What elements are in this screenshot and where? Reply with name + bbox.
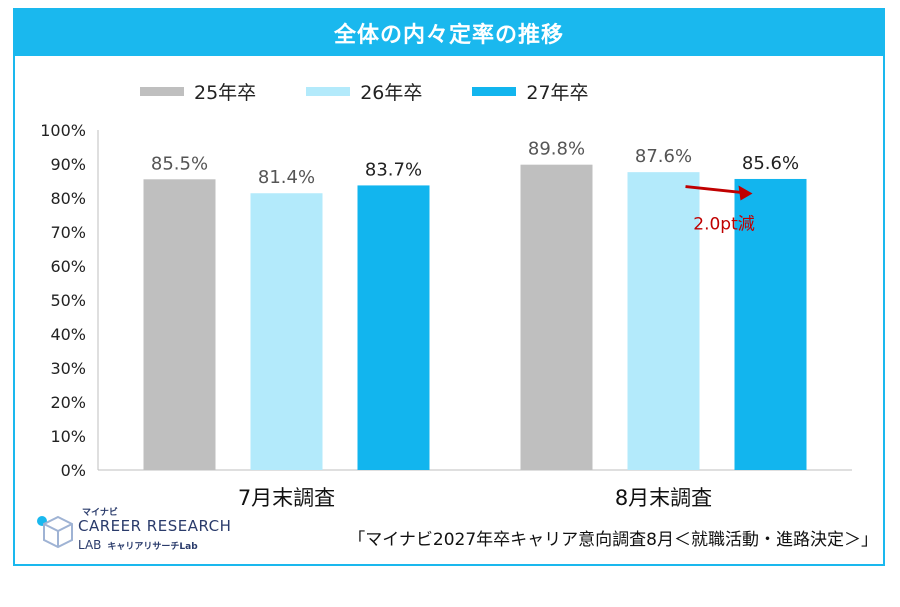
y-tick-label: 50% <box>50 291 86 310</box>
data-label: 89.8% <box>528 139 585 160</box>
y-tick-label: 100% <box>40 121 86 140</box>
y-tick-label: 70% <box>50 223 86 242</box>
bar <box>250 193 323 471</box>
data-label: 83.7% <box>365 159 422 180</box>
bar <box>357 185 430 471</box>
logo-sub-lab: LAB <box>78 538 102 552</box>
chart-title: 全体の内々定率の推移 <box>15 10 883 56</box>
decrease-arrow-head <box>738 185 753 201</box>
bar <box>143 179 216 471</box>
career-research-lab-logo: マイナビ CAREER RESEARCH LAB キャリアリサーチLab <box>36 505 236 555</box>
legend-swatch-27 <box>472 87 517 96</box>
data-label: 81.4% <box>258 167 315 188</box>
y-tick-label: 40% <box>50 325 86 344</box>
y-tick-label: 90% <box>50 155 86 174</box>
logo-main-text: CAREER RESEARCH <box>78 517 232 535</box>
y-tick-label: 60% <box>50 257 86 276</box>
x-tick-label: 7月末調査 <box>238 486 335 510</box>
data-label: 85.6% <box>742 153 799 174</box>
bar <box>520 164 593 470</box>
data-label: 87.6% <box>635 146 692 167</box>
legend-item-26: 26年卒 <box>306 78 422 105</box>
y-tick-label: 10% <box>50 427 86 446</box>
legend-label-26: 26年卒 <box>360 82 423 104</box>
legend-label-27: 27年卒 <box>526 82 589 104</box>
annotation-text: 2.0pt減 <box>693 215 755 235</box>
decrease-arrow-shaft <box>685 185 743 195</box>
x-tick-label: 8月末調査 <box>615 486 712 510</box>
source-note: 「マイナビ2027年卒キャリア意向調査8月＜就職活動・進路決定＞」 <box>348 530 878 550</box>
cube-logo-icon <box>37 515 73 549</box>
legend-item-25: 25年卒 <box>140 78 256 105</box>
legend: 25年卒 26年卒 27年卒 <box>140 78 589 105</box>
bar <box>627 172 700 470</box>
y-tick-label: 0% <box>61 461 86 480</box>
legend-swatch-25 <box>140 87 184 96</box>
y-tick-label: 20% <box>50 393 86 412</box>
legend-label-25: 25年卒 <box>194 82 257 104</box>
y-tick-label: 80% <box>50 189 86 208</box>
bar <box>734 178 807 470</box>
data-label: 85.5% <box>151 153 208 174</box>
y-tick-label: 30% <box>50 359 86 378</box>
logo-sub-jp: キャリアリサーチLab <box>107 542 198 552</box>
legend-swatch-26 <box>306 87 351 96</box>
logo-sub-text: LAB キャリアリサーチLab <box>78 538 198 552</box>
legend-item-27: 27年卒 <box>472 78 589 105</box>
logo-brand: マイナビ <box>82 508 118 518</box>
